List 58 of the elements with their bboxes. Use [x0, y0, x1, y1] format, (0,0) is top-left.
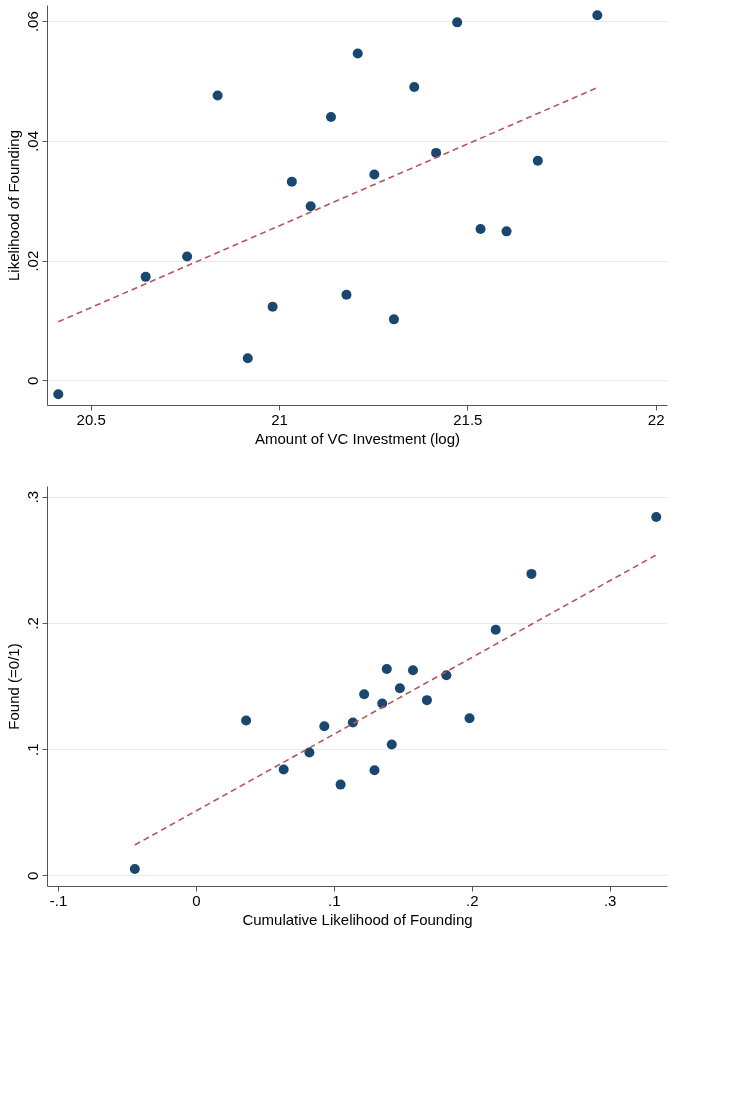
point: [651, 511, 662, 522]
point: [409, 82, 420, 93]
x-tick-label: 20.5: [76, 410, 106, 428]
y-axis-title: Found (=0/1): [4, 643, 22, 730]
point: [278, 764, 289, 775]
point: [53, 389, 64, 400]
x-tick-label: .1: [328, 891, 341, 909]
point: [464, 713, 475, 724]
point: [319, 721, 330, 732]
point: [431, 147, 442, 158]
x-tick-label: 21.5: [453, 410, 483, 428]
y-axis-title: Likelihood of Founding: [4, 130, 22, 281]
y-tick-label: .04: [23, 131, 41, 152]
point: [286, 176, 297, 187]
x-tick-label: .3: [603, 891, 617, 909]
point: [241, 715, 252, 726]
x-tick-label: 0: [192, 891, 201, 909]
point: [452, 17, 463, 28]
x-tick-label: -.1: [49, 891, 68, 909]
y-tick-label: .06: [23, 11, 41, 33]
point: [326, 111, 337, 122]
point: [407, 665, 418, 676]
x-tick-label: 22: [647, 410, 665, 428]
point: [305, 201, 316, 212]
point: [526, 568, 537, 579]
x-tick-label: .2: [465, 891, 479, 909]
y-tick-label: 0: [23, 376, 41, 386]
point: [242, 353, 253, 364]
point: [359, 689, 370, 700]
x-axis-title: Cumulative Likelihood of Founding: [242, 910, 473, 928]
point: [182, 251, 193, 262]
point: [129, 864, 140, 875]
y-tick-label: .1: [23, 743, 41, 756]
point: [341, 289, 352, 300]
y-tick-label: 0: [23, 871, 41, 881]
x-tick-label: 21: [271, 410, 288, 428]
y-tick-label: .02: [23, 250, 41, 272]
point: [501, 226, 512, 237]
point: [381, 663, 392, 674]
point: [267, 301, 278, 312]
point: [212, 90, 223, 101]
point: [335, 779, 346, 790]
point: [140, 271, 151, 282]
point: [388, 314, 399, 325]
point: [304, 747, 315, 758]
point: [475, 223, 486, 234]
point: [394, 683, 405, 694]
point: [490, 624, 501, 635]
y-tick-label: .3: [23, 490, 41, 504]
y-tick-label: .2: [23, 617, 41, 630]
point: [369, 169, 380, 180]
point: [386, 739, 397, 750]
point: [592, 10, 603, 21]
point: [352, 48, 363, 59]
x-axis-title: Amount of VC Investment (log): [254, 429, 461, 447]
point: [532, 155, 543, 166]
point: [369, 765, 380, 776]
point: [421, 695, 432, 706]
